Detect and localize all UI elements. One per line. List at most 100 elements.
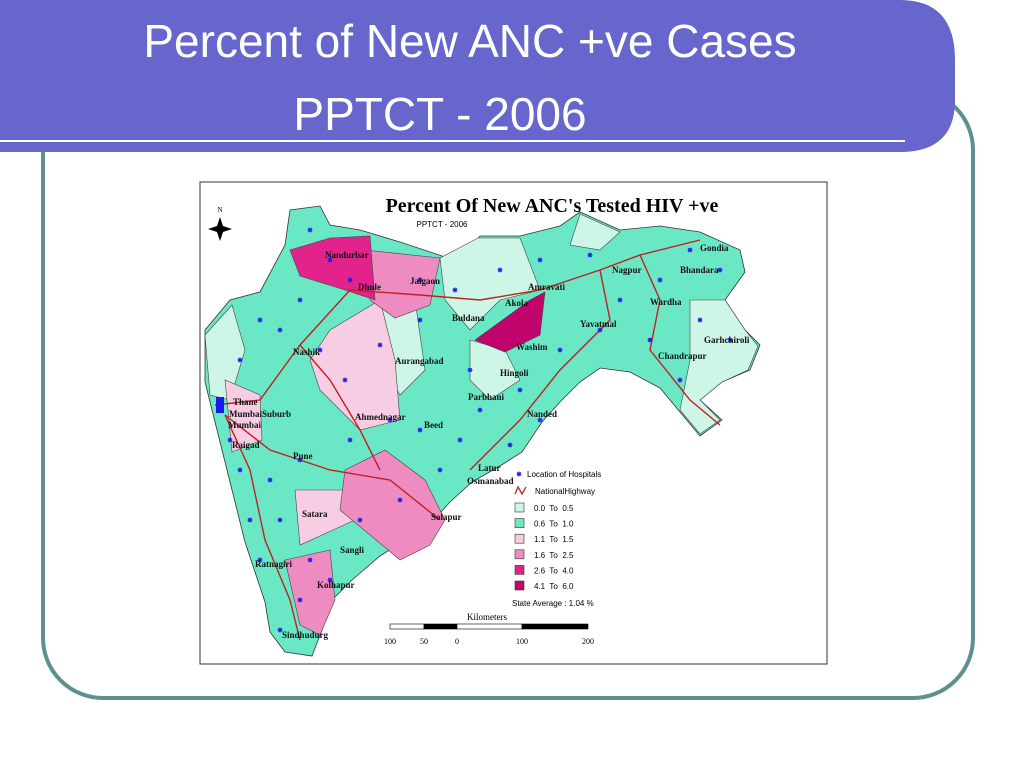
hospital-marker [537,417,543,423]
hospital-marker [417,277,423,283]
legend-label: 1.6 To 2.5 [534,551,574,560]
hospital-marker [307,557,313,563]
map-subtitle: PPTCT - 2006 [417,220,469,229]
legend-swatch [514,565,525,575]
scale-label: 50 [420,637,428,646]
hospital-marker [342,377,348,383]
district-label: Ratnagiri [255,559,292,569]
hospital-marker [277,517,283,523]
district-label: Sindhudurg [282,630,329,640]
district-label: Nashik [293,347,320,357]
district-label: Amravati [528,282,565,292]
district-label: Beed [424,420,443,430]
hospital-marker [697,317,703,323]
hospital-marker [677,377,683,383]
district-label: Parbhani [468,392,505,402]
hospital-marker [347,437,353,443]
hospital-marker [517,387,523,393]
map-title: Percent Of New ANC's Tested HIV +ve [386,195,719,217]
hospital-marker [387,417,393,423]
hospital-marker [347,277,353,283]
title-bar [0,0,955,152]
district-label: Chandrapur [658,351,707,361]
scale-label: 0 [455,637,459,646]
hospital-marker [297,597,303,603]
hospital-marker [357,517,363,523]
north-label: N [217,206,222,214]
district-label: Hingoli [500,368,529,378]
hospital-marker [507,442,513,448]
district-label: Raigad [232,440,260,450]
hospital-marker [477,407,483,413]
north-arrow: N [208,206,232,241]
district-label: Buldana [452,313,485,323]
legend-swatch [514,533,525,544]
legend-label: 0.0 To 0.5 [534,504,574,513]
district-label: Garhchiroli [704,335,750,345]
legend-label: 2.6 To 4.0 [534,566,574,575]
hospital-marker [587,252,593,258]
hospital-marker [557,347,563,353]
district-region [679,299,759,435]
hospital-marker [247,517,253,523]
highway [469,269,611,471]
legend-label: 4.1 To 6.0 [534,582,574,591]
scale-unit: Kilometers [467,612,507,622]
hospital-marker [647,337,653,343]
legend-label: 0.6 To 1.0 [534,520,574,529]
district-label: Wardha [650,297,682,307]
hospital-marker [237,357,243,363]
legend-swatch [514,580,525,591]
district-label: Dhule [358,282,381,292]
highway [299,344,381,471]
district-label: Kolhapur [317,580,355,590]
legend-label: NationalHighway [535,487,595,496]
hospital-marker [327,257,333,263]
legend-label: 1.1 To 1.5 [534,535,574,544]
hospital-marker [277,327,283,333]
hospital-marker [717,267,723,273]
state-region [204,205,761,657]
hospital-marker [687,247,693,253]
district-label: Jalgaon [410,276,440,286]
scale-segment [423,623,458,630]
scale-bar: Kilometers 100 50 0 100 200 [384,612,594,646]
hospital-marker [617,297,623,303]
district-label: Nandurbar [325,250,369,260]
district-label: Latur [478,463,501,473]
district-region [439,237,541,331]
scale-segment [521,623,589,630]
map: Nandurbar Dhule Jalgaon Nashik Aurangabad Bul… [204,205,761,657]
legend-swatch [514,549,525,560]
district-label: Akola [505,298,529,308]
hospital-marker [377,342,383,348]
slide-title: PPTCT - 2006 [293,88,586,140]
hospital-marker [397,497,403,503]
hospital-marker [317,347,323,353]
district-region [569,213,621,251]
highway [224,414,301,641]
legend-highway-icon [514,485,527,496]
district-region [284,549,336,636]
highway [224,414,441,521]
slide-title: Percent of New ANC +ve Cases [143,15,796,67]
hospital-marker [267,477,273,483]
hospital-marker [437,467,443,473]
hospital-marker [467,367,473,373]
hospital-marker [297,297,303,303]
scale-label: 100 [516,637,528,646]
district-label: Thane [233,397,258,407]
legend-swatch [514,502,525,513]
hospital-marker [417,427,423,433]
mumbai-cluster [216,397,224,413]
district-label: Satara [302,509,328,519]
district-region [339,449,446,561]
highway [214,239,701,406]
district-region [474,291,546,353]
hospital-marker [237,467,243,473]
district-label: Pune [293,451,313,461]
legend: Location of Hospitals NationalHighway 0.0 … [512,470,601,608]
hospital-marker [497,267,503,273]
